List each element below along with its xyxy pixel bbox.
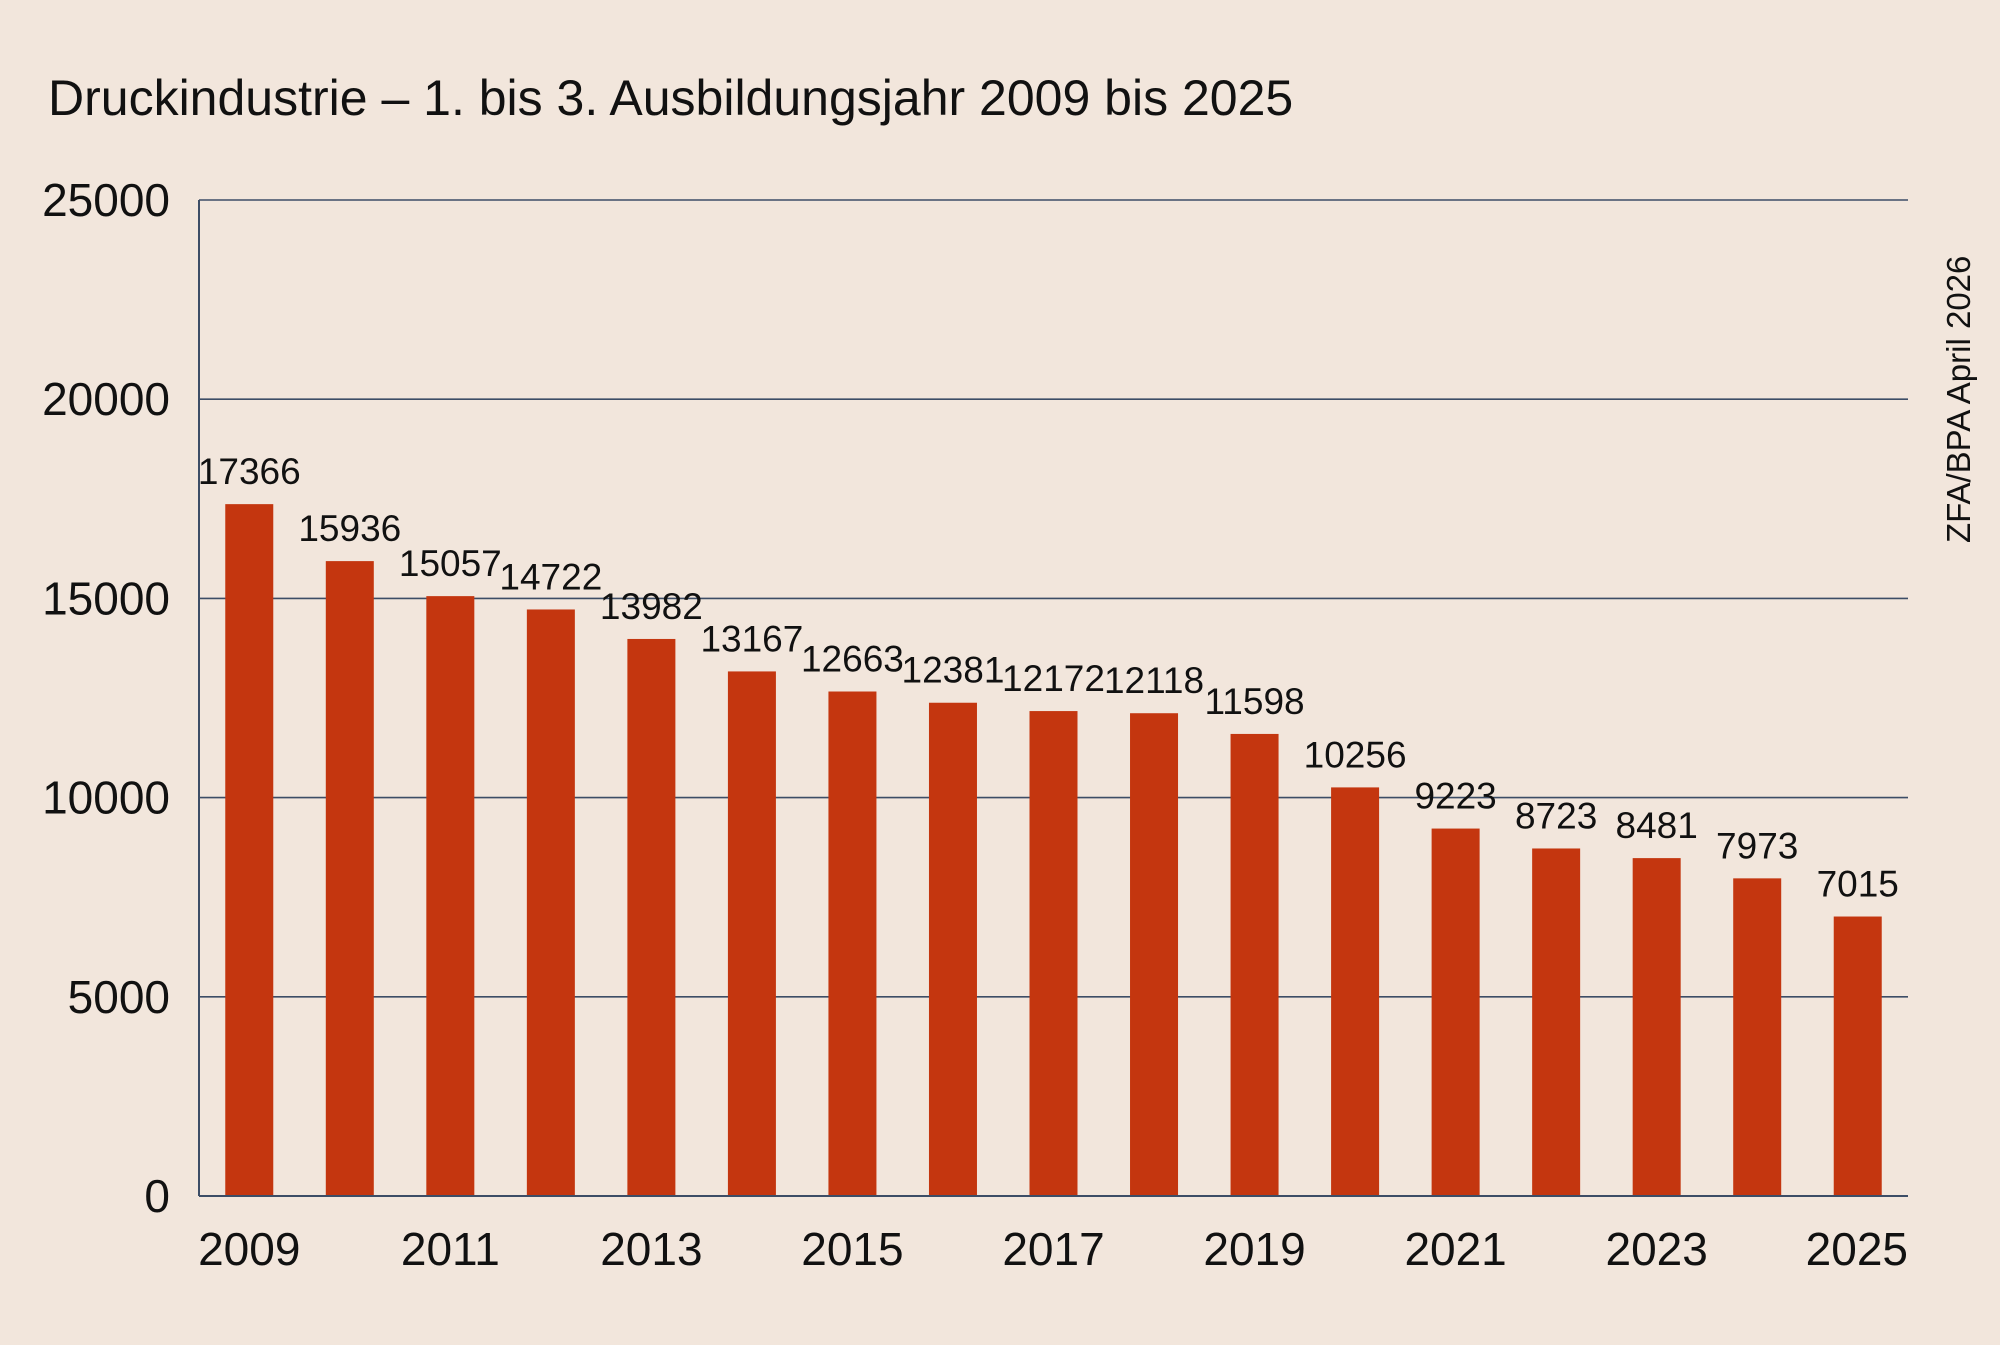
bar-value-label: 13167 [700, 618, 803, 659]
bar-2014 [727, 671, 776, 1196]
bar-2013 [627, 638, 676, 1196]
bar-value-label: 14722 [499, 556, 602, 597]
x-tick-label: 2023 [1606, 1223, 1708, 1275]
bar-value-label: 13982 [600, 586, 703, 627]
bar-2019 [1230, 733, 1279, 1196]
bar-2009 [225, 504, 274, 1196]
gridlines [199, 199, 1908, 998]
x-tick-label: 2015 [801, 1223, 903, 1275]
x-tick-label: 2013 [600, 1223, 702, 1275]
bar-value-label: 12118 [1104, 660, 1204, 701]
y-tick-label: 15000 [42, 572, 170, 624]
bar-value-label: 7015 [1817, 864, 1899, 905]
y-tick-label: 20000 [42, 373, 170, 425]
bar-value-label: 12381 [902, 650, 1005, 691]
bar-2022 [1532, 848, 1581, 1196]
bar-2020 [1331, 787, 1380, 1196]
bar-value-label: 11598 [1204, 681, 1304, 722]
bar-value-labels: 17366 15936150571472213982131671266312381… [198, 451, 1899, 904]
y-axis-ticks: 0 5000 10000 15000 20000 25000 [42, 174, 170, 1222]
bar-value-label: 10256 [1304, 734, 1407, 775]
bars [225, 504, 1882, 1196]
bar-2018 [1130, 713, 1179, 1196]
bar-value-label: 7973 [1716, 825, 1798, 866]
bar-value-label: 17366 [198, 451, 301, 492]
bar-2016 [928, 702, 977, 1196]
bar-value-label: 15936 [298, 508, 401, 549]
bar-value-label: 9223 [1414, 776, 1496, 817]
x-tick-label: 2009 [198, 1223, 300, 1275]
x-tick-label: 2011 [401, 1223, 500, 1275]
y-tick-label: 5000 [68, 971, 170, 1023]
source-note: ZFA/BPA April 2026 [1940, 256, 1977, 543]
chart-title: Druckindustrie – 1. bis 3. Ausbildungsja… [48, 70, 1293, 126]
bar-value-label: 15057 [399, 543, 502, 584]
y-tick-label: 25000 [42, 174, 170, 226]
bar-2010 [325, 561, 374, 1196]
bar-2021 [1431, 828, 1480, 1196]
x-tick-label: 2017 [1002, 1223, 1104, 1275]
bar-value-label: 8723 [1515, 795, 1597, 836]
bar-2023 [1632, 858, 1681, 1196]
y-tick-label: 0 [144, 1170, 170, 1222]
bar-2025 [1833, 916, 1882, 1196]
bar-value-label: 12172 [1002, 658, 1105, 699]
x-axis-ticks: 2009 2011 2013 2015 2017 2019 2021 2023 2025 [198, 1223, 1908, 1275]
bar-value-label: 12663 [801, 639, 904, 680]
bar-2024 [1733, 878, 1782, 1196]
y-tick-label: 10000 [42, 772, 170, 824]
x-tick-label: 2021 [1404, 1223, 1506, 1275]
x-tick-label: 2025 [1806, 1223, 1908, 1275]
x-tick-label: 2019 [1203, 1223, 1305, 1275]
bar-2011 [426, 596, 475, 1196]
bar-value-label: 8481 [1616, 805, 1698, 846]
bar-2015 [828, 691, 877, 1196]
bar-2017 [1029, 711, 1078, 1196]
bar-2012 [526, 609, 575, 1196]
